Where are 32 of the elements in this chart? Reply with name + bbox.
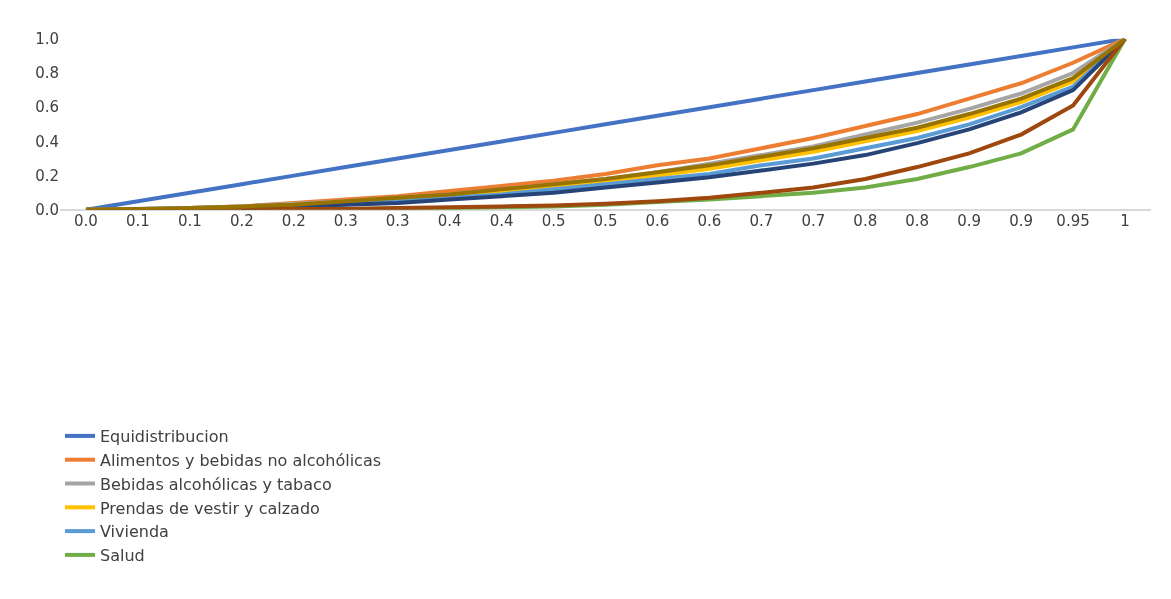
legend-label: Bebidas alcohólicas y tabaco [100, 474, 332, 494]
x-tick-label: 0.1 [177, 211, 202, 230]
x-tick-label: 0.2 [229, 211, 254, 230]
x-tick-label: 0.4 [489, 211, 514, 230]
y-tick-label: 1.0 [35, 30, 59, 49]
x-tick-label: 0.0 [74, 211, 98, 230]
y-tick-label: 0.8 [35, 64, 59, 83]
x-tick-label: 0.5 [541, 211, 566, 230]
legend-label: Salud [100, 546, 145, 566]
x-tick-label: 0.9 [1009, 211, 1034, 230]
x-tick-label: 0.2 [281, 211, 306, 230]
legend-label: Equidistribucion [100, 427, 229, 447]
x-tick-label: 1 [1120, 211, 1130, 230]
x-tick-label: 0.8 [853, 211, 878, 230]
x-tick-label: 0.8 [905, 211, 930, 230]
y-tick-label: 0.6 [35, 98, 59, 117]
x-tick-label: 0.7 [749, 211, 774, 230]
legend-label: Vivienda [100, 522, 169, 542]
x-tick-label: 0.4 [437, 211, 462, 230]
x-tick-label: 0.6 [697, 211, 722, 230]
y-tick-label: 0.2 [35, 166, 59, 185]
x-tick-label: 0.6 [645, 211, 670, 230]
x-tick-label: 0.3 [333, 211, 358, 230]
legend-label: Alimentos y bebidas no alcohólicas [100, 450, 382, 470]
x-tick-label: 0.1 [126, 211, 150, 230]
x-tick-label: 0.3 [385, 211, 410, 230]
x-tick-label: 0.9 [957, 211, 982, 230]
x-tick-label: 0.5 [593, 211, 618, 230]
legend-label: Prendas de vestir y calzado [100, 498, 320, 518]
y-tick-label: 0.4 [35, 132, 59, 151]
x-tick-label: 0.7 [801, 211, 826, 230]
x-tick-label: 0.95 [1056, 211, 1090, 230]
